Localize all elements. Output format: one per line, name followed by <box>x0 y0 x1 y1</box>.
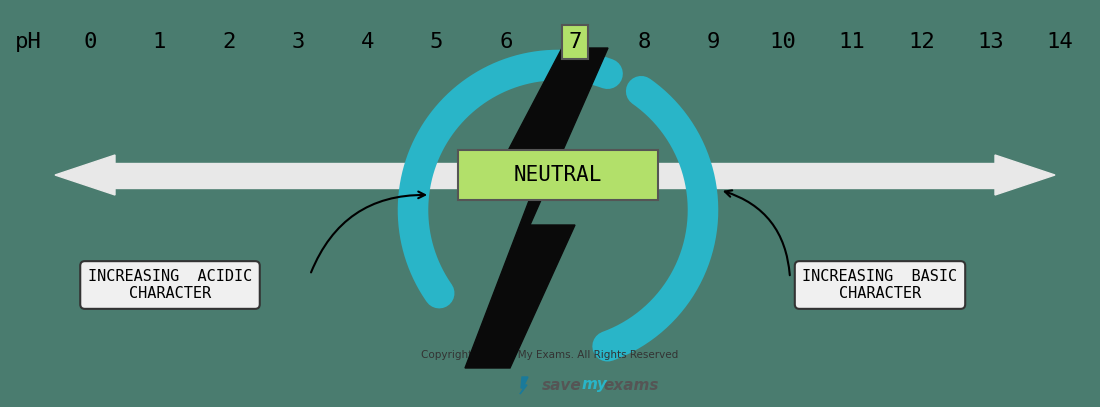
Text: NEUTRAL: NEUTRAL <box>514 165 602 185</box>
Bar <box>458 150 658 200</box>
Text: INCREASING  BASIC
CHARACTER: INCREASING BASIC CHARACTER <box>802 269 958 301</box>
Text: 0: 0 <box>84 32 97 52</box>
Polygon shape <box>465 48 608 368</box>
Bar <box>110 163 1000 188</box>
Text: pH: pH <box>14 32 42 52</box>
Text: 8: 8 <box>638 32 651 52</box>
Text: 9: 9 <box>707 32 721 52</box>
Text: 11: 11 <box>839 32 866 52</box>
Text: 2: 2 <box>222 32 235 52</box>
Polygon shape <box>55 155 116 195</box>
Text: 1: 1 <box>153 32 166 52</box>
Text: 3: 3 <box>292 32 305 52</box>
Polygon shape <box>996 155 1055 195</box>
Text: INCREASING  ACIDIC
CHARACTER: INCREASING ACIDIC CHARACTER <box>88 269 252 301</box>
Text: 12: 12 <box>909 32 935 52</box>
Text: 13: 13 <box>977 32 1004 52</box>
Polygon shape <box>520 377 528 394</box>
Text: save: save <box>542 378 582 392</box>
Text: 5: 5 <box>430 32 443 52</box>
Text: 10: 10 <box>770 32 796 52</box>
Text: Copyright © Save My Exams. All Rights Reserved: Copyright © Save My Exams. All Rights Re… <box>421 350 679 360</box>
Text: my: my <box>582 378 608 392</box>
Text: 7: 7 <box>569 32 582 52</box>
Text: 14: 14 <box>1046 32 1074 52</box>
Text: 6: 6 <box>499 32 513 52</box>
Text: 4: 4 <box>361 32 374 52</box>
Text: exams: exams <box>603 378 659 392</box>
